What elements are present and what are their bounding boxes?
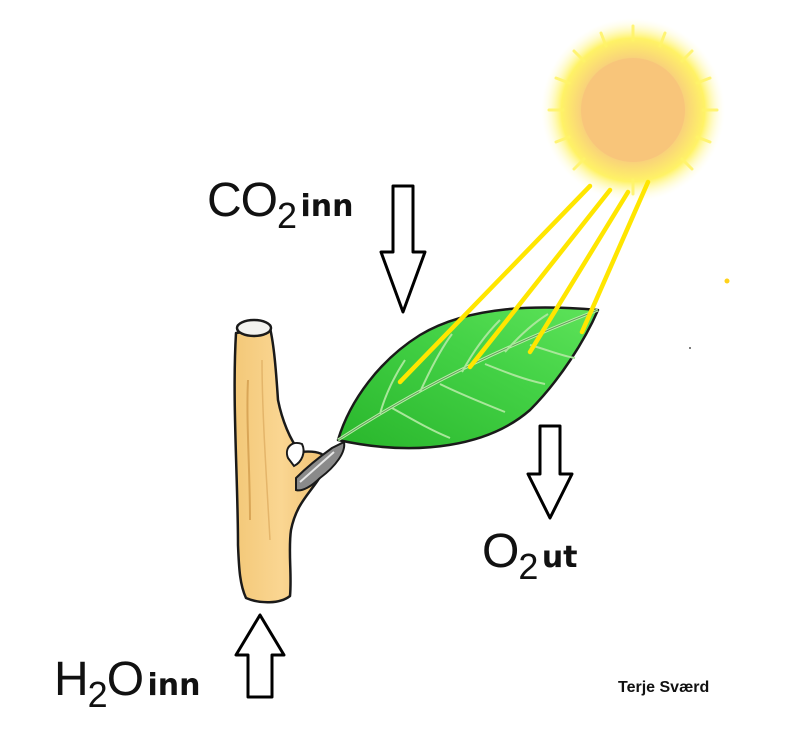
h2o-base: H [54,653,89,706]
o2-ut-arrow-icon [526,424,574,520]
co2-word: inn [300,189,354,224]
h2o-inn-label: H2O inn [54,652,201,716]
leaf [336,306,600,450]
sun-icon [541,18,725,202]
co2-inn-label: CO2 inn [207,173,353,237]
h2o-tail: O [106,653,144,706]
o2-subscript: 2 [518,546,538,587]
co2-inn-arrow-icon [379,184,427,314]
sun-rays [397,179,651,385]
co2-formula: CO2 [207,174,297,236]
yellow-dot [724,278,730,284]
author-credit: Terje Sværd [618,679,710,696]
speck [689,347,691,349]
co2-subscript: 2 [277,195,297,236]
h2o-formula: H2O [54,653,144,715]
h2o-word: inn [147,668,201,703]
o2-ut-label: O2 ut [482,524,578,588]
co2-base: CO [207,174,278,227]
o2-base: O [482,525,519,578]
o2-formula: O2 [482,525,538,587]
o2-word: ut [541,540,578,575]
plant-stem [233,318,346,604]
h2o-inn-arrow-icon [234,613,286,699]
h2o-subscript: 2 [87,674,108,715]
